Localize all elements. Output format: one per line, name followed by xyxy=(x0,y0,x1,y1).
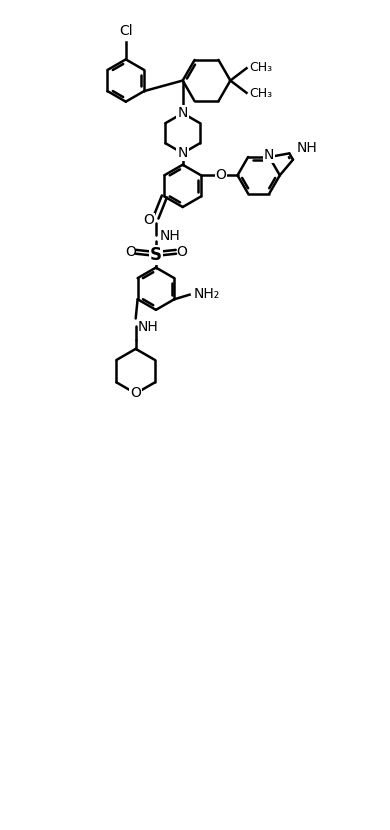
Text: O: O xyxy=(176,245,187,259)
Text: NH₂: NH₂ xyxy=(193,287,220,301)
Text: O: O xyxy=(125,245,136,259)
Text: N: N xyxy=(177,146,188,160)
Text: NH: NH xyxy=(138,320,159,334)
Text: CH₃: CH₃ xyxy=(250,87,273,100)
Text: O: O xyxy=(144,213,154,227)
Text: O: O xyxy=(216,168,227,183)
Text: Cl: Cl xyxy=(119,24,133,38)
Text: NH: NH xyxy=(297,140,318,154)
Text: N: N xyxy=(264,148,275,162)
Text: CH₃: CH₃ xyxy=(250,61,273,74)
Text: NH: NH xyxy=(160,228,181,242)
Text: O: O xyxy=(130,387,141,400)
Text: N: N xyxy=(177,106,188,120)
Text: S: S xyxy=(150,246,162,264)
